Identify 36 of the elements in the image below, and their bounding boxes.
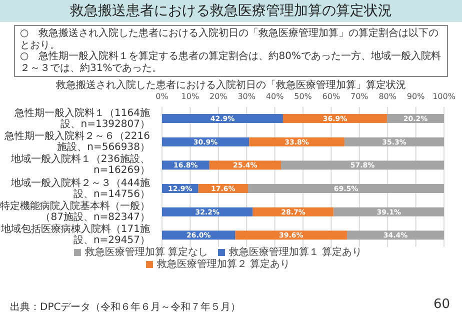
legend-label: 救急医療管理加算 算定なし [84, 247, 208, 258]
x-tick-label: 100% [432, 92, 456, 101]
x-tick-label: 70% [350, 92, 369, 101]
bar [162, 207, 253, 216]
chart-subtitle: 救急搬送され入院した患者における入院初日の「救急医療管理加算」算定状況 [55, 80, 407, 91]
x-tick-label: 30% [238, 92, 256, 101]
bar [282, 114, 388, 123]
y-tick-label: 地域一般入院料２～３（444施設、n=14756） [10, 178, 150, 200]
bar [249, 137, 344, 146]
x-tick-label: 40% [266, 92, 284, 101]
y-tick-label: 地域包括医療病棟入院料（171施設、n=29457） [0, 224, 150, 246]
text: ○ 急性期一般入院料１を算定する患者の算定割合は、約80%であった一方、地域一般入院料２～３では、約31%であった。 [20, 51, 442, 74]
x-tick-label: 80% [378, 92, 397, 101]
x-tick-label: 50% [294, 92, 312, 101]
chart-title: 救急搬送患者における救急医療管理加算の算定状況 [0, 0, 462, 22]
bar [281, 160, 444, 170]
y-tick-label: 特定機能病院入院基本料（一般）（87施設、n=82347） [0, 201, 150, 223]
text: ○ 救急搬送され入院した患者における入院初日の「救急医療管理加算」の算定割合は以下のとおり。 [20, 28, 440, 50]
x-tick-label: 0% [156, 92, 169, 101]
bar [346, 230, 444, 240]
x-tick-label: 90% [406, 92, 426, 101]
bar [248, 184, 444, 193]
bar [235, 230, 347, 240]
y-tick-label: 地域一般入院料１（236施設、n=16269） [10, 154, 150, 176]
legend-label: 救急医療管理加算２ 算定あり [156, 259, 290, 270]
y-tick-label: 急性期一般入院料１（1164施設、n=1392807） [14, 108, 150, 130]
bar [334, 207, 444, 216]
x-tick-label: 10% [181, 92, 200, 101]
text: 60 [433, 297, 450, 312]
legend-label: 救急医療管理加算１ 算定あり [229, 247, 362, 258]
x-tick-label: 20% [210, 92, 228, 101]
x-tick-label: 60% [322, 92, 340, 101]
y-tick-label: 急性期一般入院料２～６（2216施設、n=566938） [4, 131, 150, 153]
bar [344, 137, 444, 146]
bar [162, 114, 283, 123]
source-note: 出典：DPCデータ（令和６年６月～令和７年５月） [10, 300, 241, 314]
